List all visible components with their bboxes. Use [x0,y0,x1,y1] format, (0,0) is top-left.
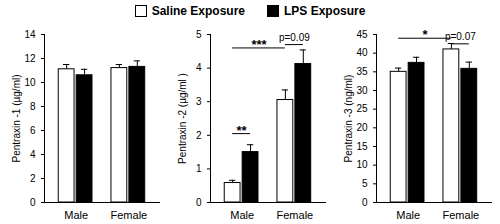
svg-text:0: 0 [30,197,36,208]
svg-text:Male: Male [396,209,420,221]
svg-text:Pentraxin -2 (µg/ml ): Pentraxin -2 (µg/ml ) [177,73,188,164]
svg-text:10: 10 [24,77,36,88]
svg-text:1: 1 [196,163,202,174]
svg-text:Male: Male [64,209,88,221]
svg-text:6: 6 [30,125,36,136]
svg-text:Pentraxin -3 (ng/ml): Pentraxin -3 (ng/ml) [343,75,354,163]
svg-text:35: 35 [356,66,368,77]
svg-text:20: 20 [356,122,368,133]
svg-text:Female: Female [277,209,314,221]
svg-text:Female: Female [111,209,148,221]
svg-text:10: 10 [356,159,368,170]
svg-text:5: 5 [196,29,202,40]
svg-text:0: 0 [196,197,202,208]
svg-text:8: 8 [30,101,36,112]
svg-text:45: 45 [356,29,368,40]
svg-text:2: 2 [196,130,202,141]
svg-text:Male: Male [230,209,254,221]
html-text:LPS Exposure: LPS Exposure [284,4,366,18]
svg-text:25: 25 [356,103,368,114]
svg-text:Pentraxin -1 (µg/ml): Pentraxin -1 (µg/ml) [11,74,22,162]
svg-text:p=0.09: p=0.09 [279,32,310,43]
svg-text:p=0.07: p=0.07 [445,31,476,42]
svg-text:12: 12 [24,53,36,64]
svg-text:30: 30 [356,85,368,96]
svg-text:40: 40 [356,47,368,58]
svg-text:3: 3 [196,96,202,107]
svg-text:4: 4 [196,62,202,73]
svg-text:4: 4 [30,149,36,160]
svg-text:0: 0 [362,197,368,208]
svg-text:**: ** [237,123,248,138]
svg-text:*: * [422,27,428,42]
html-text:Saline Exposure: Saline Exposure [151,4,245,18]
svg-text:5: 5 [362,178,368,189]
svg-text:***: *** [251,37,267,52]
svg-text:2: 2 [30,173,36,184]
svg-text:Female: Female [443,209,480,221]
svg-text:15: 15 [356,141,368,152]
svg-text:14: 14 [24,29,36,40]
